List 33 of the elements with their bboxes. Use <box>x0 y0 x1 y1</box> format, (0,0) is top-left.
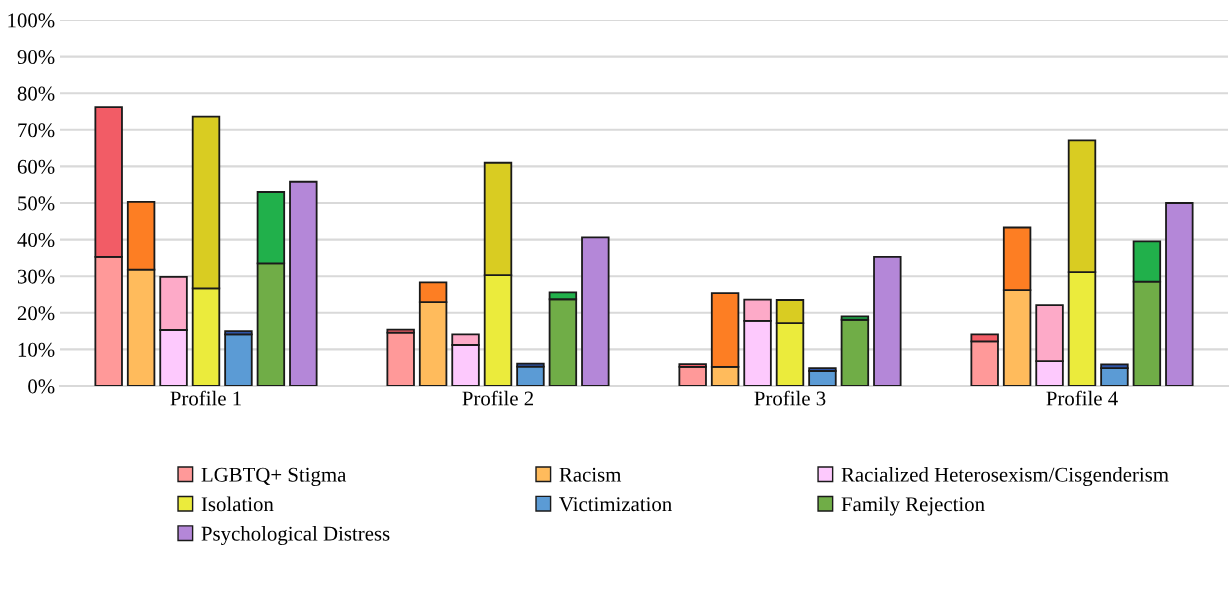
y-tick-label: 100% <box>8 13 55 28</box>
y-tick-label: 80% <box>17 86 55 101</box>
bar <box>678 366 707 386</box>
x-tick-label: Profile 4 <box>1046 390 1118 406</box>
y-tick-label: 70% <box>18 123 55 138</box>
legend-label: Racialized Heterosexism/Cisgenderism <box>841 467 1169 487</box>
y-tick-label: 20% <box>17 306 55 321</box>
legend-label: Racism <box>559 467 622 482</box>
y-tick-label: 0% <box>28 379 55 394</box>
x-tick-label: Profile 2 <box>462 390 534 406</box>
y-tick-label: 10% <box>18 342 55 357</box>
bar <box>581 236 610 386</box>
bar <box>516 365 545 386</box>
legend-label: Victimization <box>559 497 672 512</box>
legend-label: Isolation <box>201 496 274 512</box>
legend-label: Family Rejection <box>841 496 985 516</box>
legend-label: Psychological Distress <box>201 526 390 545</box>
y-tick-label: 50% <box>18 196 55 211</box>
bar <box>224 333 253 386</box>
bar <box>1165 202 1194 386</box>
bar <box>808 370 837 386</box>
legend-label: LGBTQ+ Stigma <box>201 467 347 487</box>
x-tick-label: Profile 1 <box>170 390 241 406</box>
y-tick-label: 90% <box>17 49 55 65</box>
bar <box>1100 367 1129 386</box>
x-tick-label: Profile 3 <box>754 390 826 406</box>
bar <box>840 318 870 386</box>
bar <box>873 255 902 386</box>
y-tick-label: 40% <box>17 232 55 248</box>
bar <box>289 180 318 386</box>
y-tick-label: 30% <box>17 269 55 284</box>
y-tick-label: 60% <box>17 159 55 174</box>
bar <box>386 331 415 386</box>
